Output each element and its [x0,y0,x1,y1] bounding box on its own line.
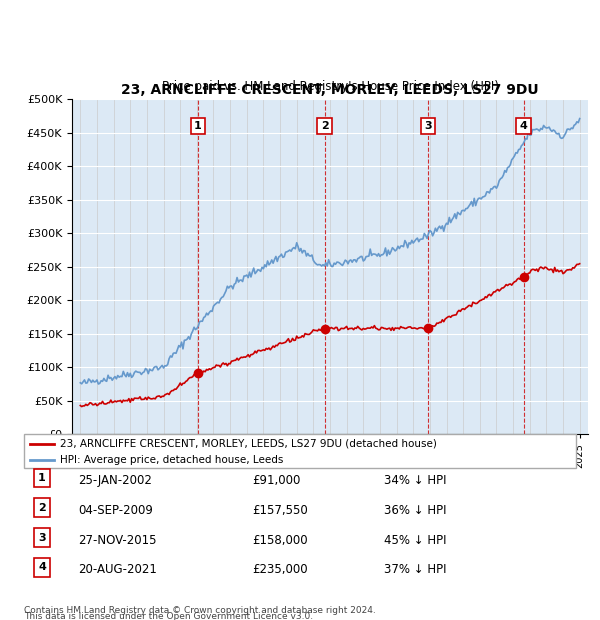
Text: 45% ↓ HPI: 45% ↓ HPI [384,534,446,546]
Text: 20-AUG-2021: 20-AUG-2021 [78,564,157,576]
Text: £91,000: £91,000 [252,474,301,487]
Text: This data is licensed under the Open Government Licence v3.0.: This data is licensed under the Open Gov… [24,612,313,620]
Text: 27-NOV-2015: 27-NOV-2015 [78,534,157,546]
Title: 23, ARNCLIFFE CRESCENT, MORLEY, LEEDS, LS27 9DU: 23, ARNCLIFFE CRESCENT, MORLEY, LEEDS, L… [121,82,539,97]
Text: £158,000: £158,000 [252,534,308,546]
Text: 23, ARNCLIFFE CRESCENT, MORLEY, LEEDS, LS27 9DU (detached house): 23, ARNCLIFFE CRESCENT, MORLEY, LEEDS, L… [60,438,437,448]
Text: 1: 1 [38,473,46,483]
Text: £235,000: £235,000 [252,564,308,576]
Text: 1: 1 [194,121,202,131]
Text: 36% ↓ HPI: 36% ↓ HPI [384,504,446,516]
Text: 04-SEP-2009: 04-SEP-2009 [78,504,153,516]
Text: Contains HM Land Registry data © Crown copyright and database right 2024.: Contains HM Land Registry data © Crown c… [24,606,376,614]
Text: 34% ↓ HPI: 34% ↓ HPI [384,474,446,487]
Text: 4: 4 [38,562,46,572]
Text: 37% ↓ HPI: 37% ↓ HPI [384,564,446,576]
Text: 2: 2 [320,121,328,131]
Text: HPI: Average price, detached house, Leeds: HPI: Average price, detached house, Leed… [60,454,283,464]
Text: 4: 4 [520,121,527,131]
FancyBboxPatch shape [24,434,576,468]
Text: Price paid vs. HM Land Registry's House Price Index (HPI): Price paid vs. HM Land Registry's House … [161,79,499,92]
Text: £157,550: £157,550 [252,504,308,516]
Text: 3: 3 [38,533,46,542]
Text: 2: 2 [38,503,46,513]
Text: 25-JAN-2002: 25-JAN-2002 [78,474,152,487]
Text: 3: 3 [424,121,432,131]
